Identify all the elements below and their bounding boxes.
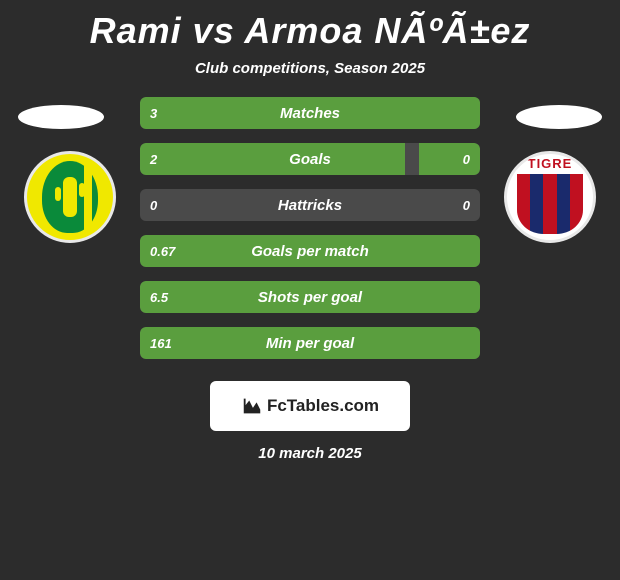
shield-stripe-1 <box>517 174 530 234</box>
footer-date: 10 march 2025 <box>0 445 620 462</box>
badge-left-inner <box>42 161 98 233</box>
shield-stripe-5 <box>570 174 583 234</box>
club-badge-right: TIGRE <box>504 151 596 243</box>
stat-label: Matches <box>140 105 480 122</box>
content-area: TIGRE 3Matches2Goals00Hattricks00.67Goal… <box>0 97 620 462</box>
shield-stripe-4 <box>557 174 570 234</box>
badge-left-stripe <box>84 161 92 233</box>
right-ellipse <box>516 105 602 129</box>
stat-value-right: 0 <box>463 198 470 213</box>
stat-label: Shots per goal <box>140 289 480 306</box>
brand-banner: FcTables.com <box>210 381 410 431</box>
brand-text: FcTables.com <box>267 396 379 416</box>
stat-label: Goals <box>140 151 480 168</box>
stat-row: 3Matches <box>140 97 480 129</box>
stat-row: 161Min per goal <box>140 327 480 359</box>
cactus-icon <box>63 177 77 217</box>
stat-label: Hattricks <box>140 197 480 214</box>
infographic-root: Rami vs Armoa NÃºÃ±ez Club competitions,… <box>0 0 620 462</box>
stat-row: 6.5Shots per goal <box>140 281 480 313</box>
badge-right-label: TIGRE <box>507 156 593 171</box>
badge-right-shield <box>517 174 583 234</box>
left-ellipse <box>18 105 104 129</box>
shield-stripe-3 <box>543 174 556 234</box>
stat-label: Goals per match <box>140 243 480 260</box>
brand-logo-icon <box>241 395 263 417</box>
stat-row: 0Hattricks0 <box>140 189 480 221</box>
stat-label: Min per goal <box>140 335 480 352</box>
club-badge-left <box>24 151 116 243</box>
stat-value-right: 0 <box>463 152 470 167</box>
subtitle: Club competitions, Season 2025 <box>0 60 620 77</box>
stat-row: 0.67Goals per match <box>140 235 480 267</box>
stat-row: 2Goals0 <box>140 143 480 175</box>
shield-stripe-2 <box>530 174 543 234</box>
page-title: Rami vs Armoa NÃºÃ±ez <box>0 10 620 52</box>
